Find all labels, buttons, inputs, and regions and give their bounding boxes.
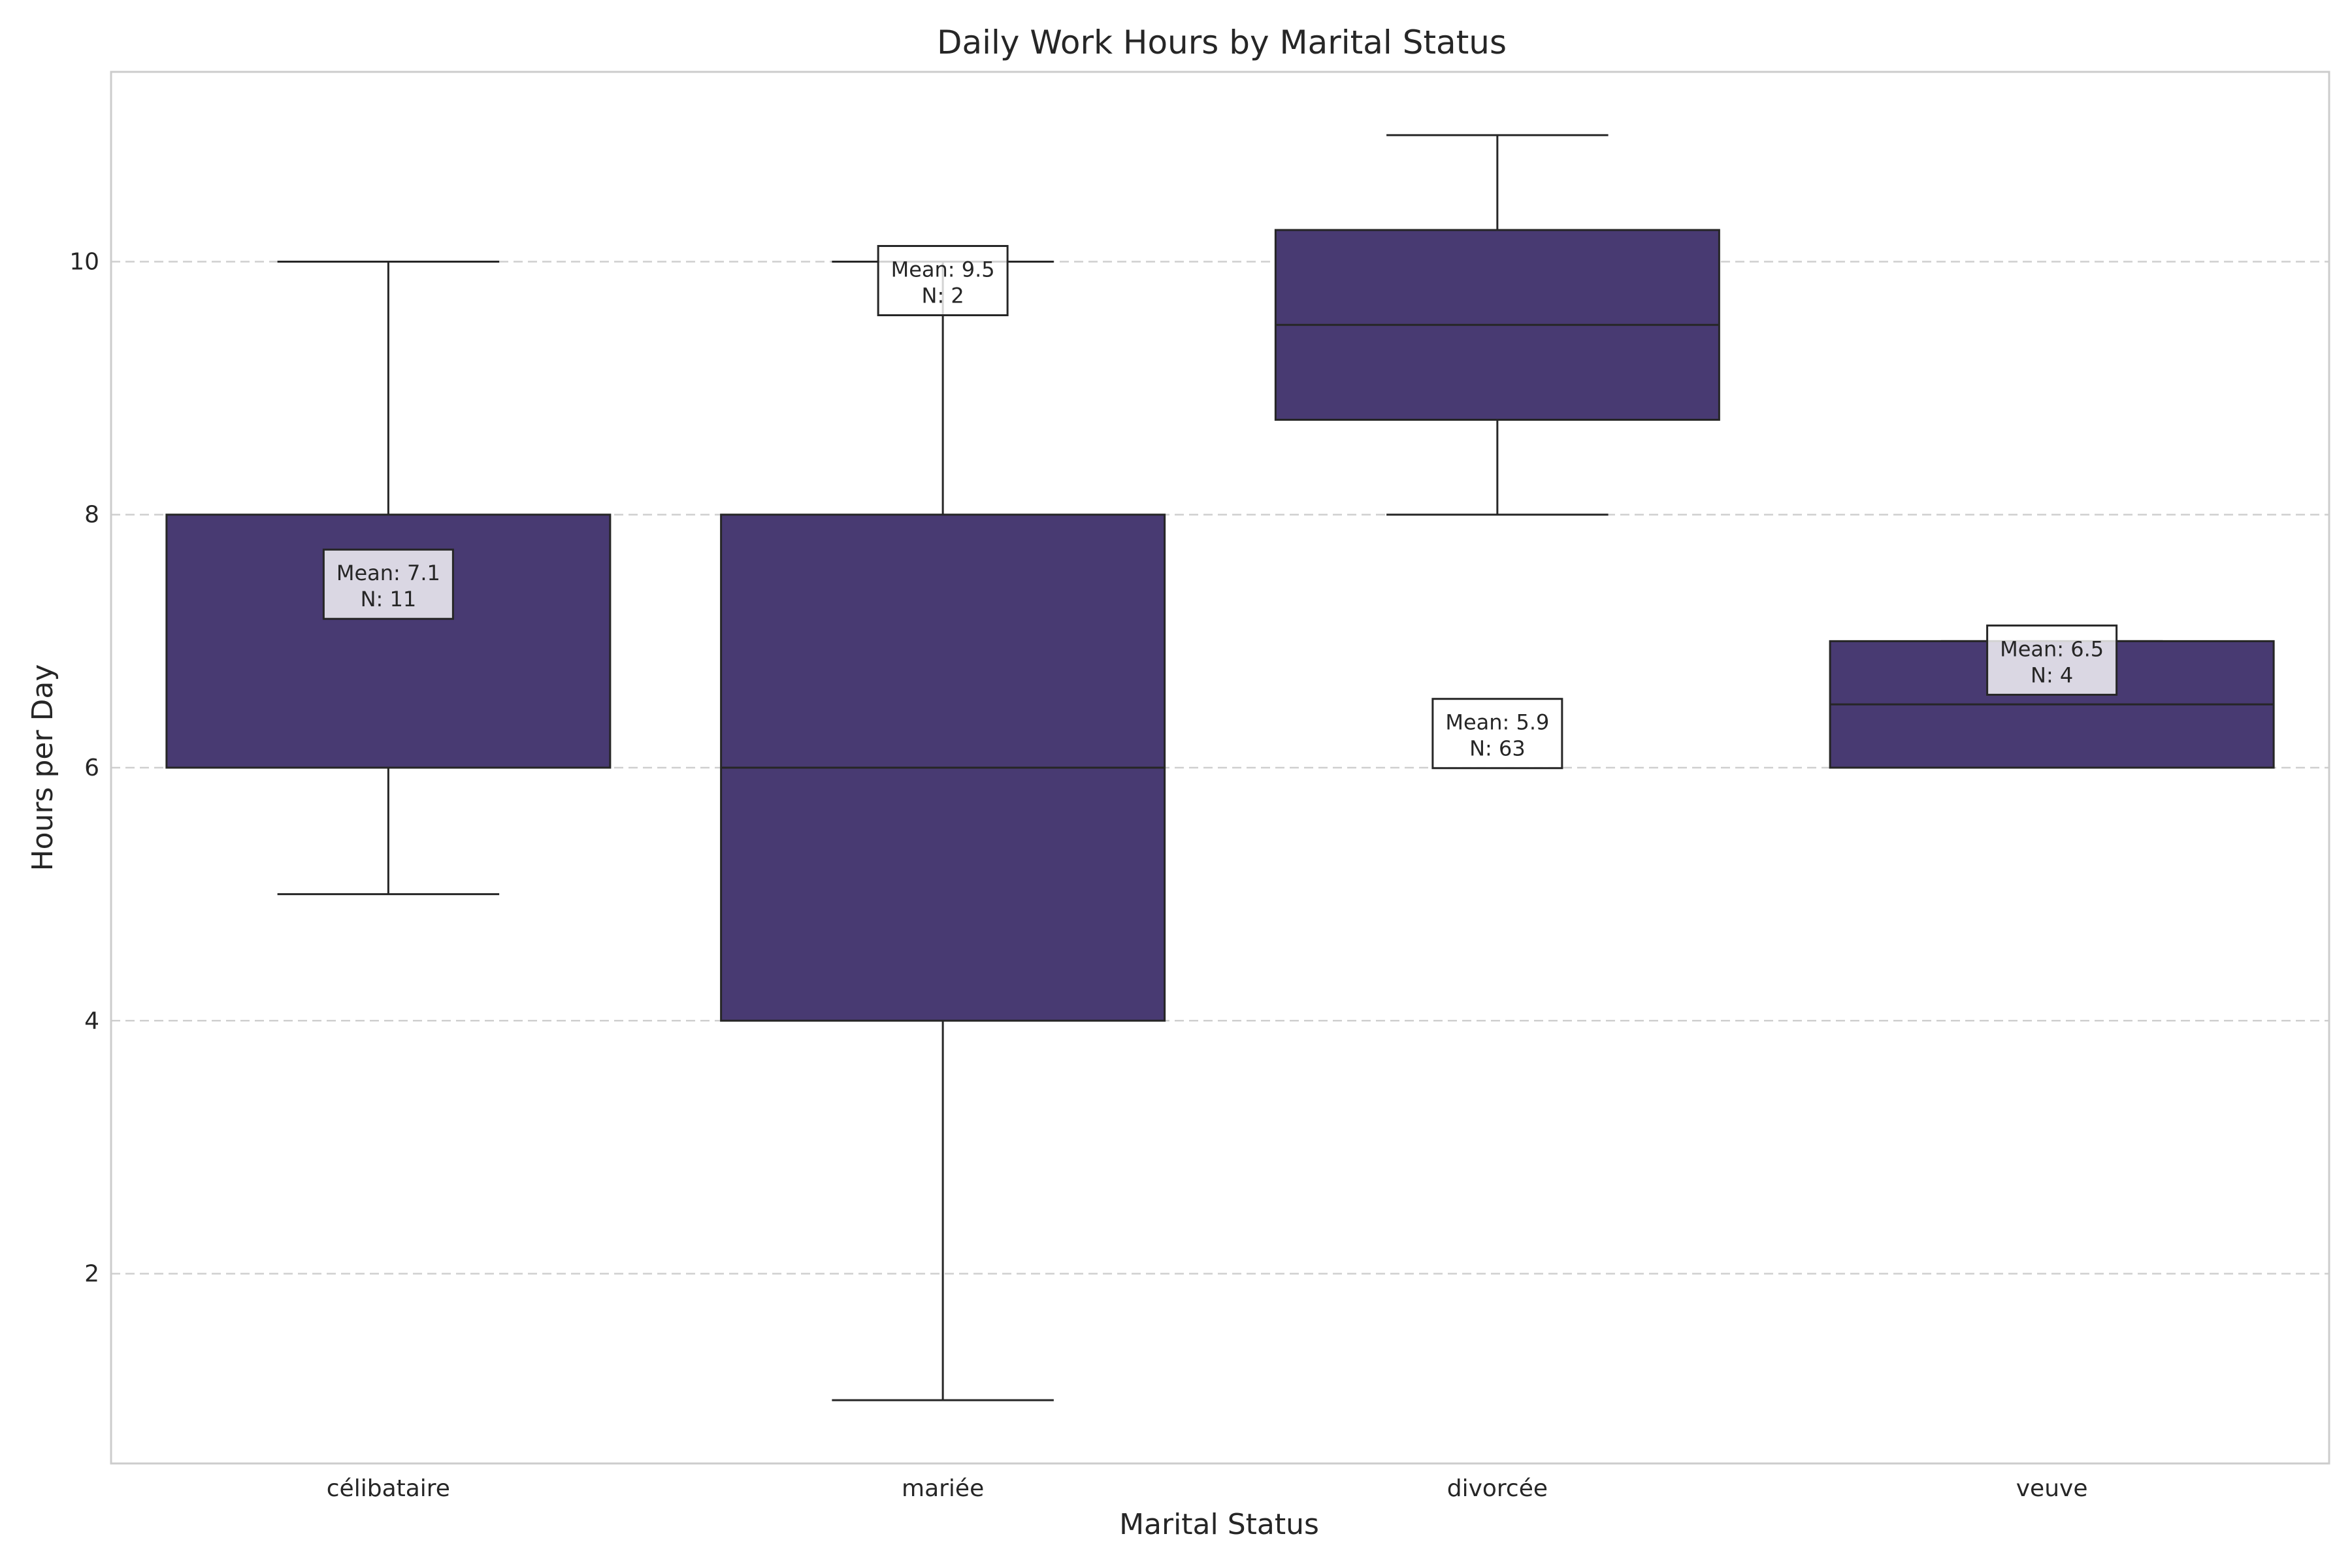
y-axis-label: Hours per Day [26, 664, 59, 872]
n-label: N: 4 [2031, 662, 2073, 687]
annotation-box [877, 245, 1009, 316]
mean-label: Mean: 6.5 [2000, 636, 2104, 661]
mean-label: Mean: 9.5 [891, 257, 995, 282]
chart-title: Daily Work Hours by Marital Status [937, 24, 1507, 61]
x-tick-label: veuve [2016, 1475, 2088, 1502]
plot-frame [110, 71, 2330, 1465]
y-tick-label: 4 [84, 1007, 99, 1034]
annotation-veuve: Mean: 6.5N: 4 [1986, 624, 2118, 696]
y-tick-label: 2 [84, 1261, 99, 1288]
annotation-mariée: Mean: 9.5N: 2 [877, 245, 1009, 316]
annotation-divorcée: Mean: 5.9N: 63 [1431, 698, 1563, 770]
annotation-célibataire: Mean: 7.1N: 11 [322, 548, 454, 620]
y-ticks: 2 4 6 8 10 [69, 248, 99, 1287]
mean-label: Mean: 5.9 [1445, 710, 1549, 735]
y-tick-label: 6 [84, 755, 99, 781]
x-ticks: célibataire mariée divorcée veuve [327, 1475, 2088, 1502]
box-mariée [720, 260, 1166, 1401]
annotation-box [322, 548, 454, 620]
y-tick-label: 8 [84, 502, 99, 529]
annotations: Mean: 7.1N: 11 Mean: 9.5N: 2 Mean: 5.9N: 6… [322, 245, 2118, 770]
annotation-box [1986, 624, 2118, 696]
n-label: N: 2 [922, 284, 964, 308]
box-divorcée [1274, 134, 1720, 516]
annotation-box [1431, 698, 1563, 770]
y-tick-label: 10 [69, 248, 99, 275]
n-label: N: 63 [1469, 736, 1526, 761]
x-axis-label: Marital Status [1119, 1508, 1319, 1541]
mean-label: Mean: 7.1 [336, 561, 440, 585]
x-tick-label: célibataire [327, 1475, 450, 1502]
x-tick-label: mariée [902, 1475, 984, 1502]
x-tick-label: divorcée [1447, 1475, 1548, 1502]
n-label: N: 11 [361, 587, 417, 612]
